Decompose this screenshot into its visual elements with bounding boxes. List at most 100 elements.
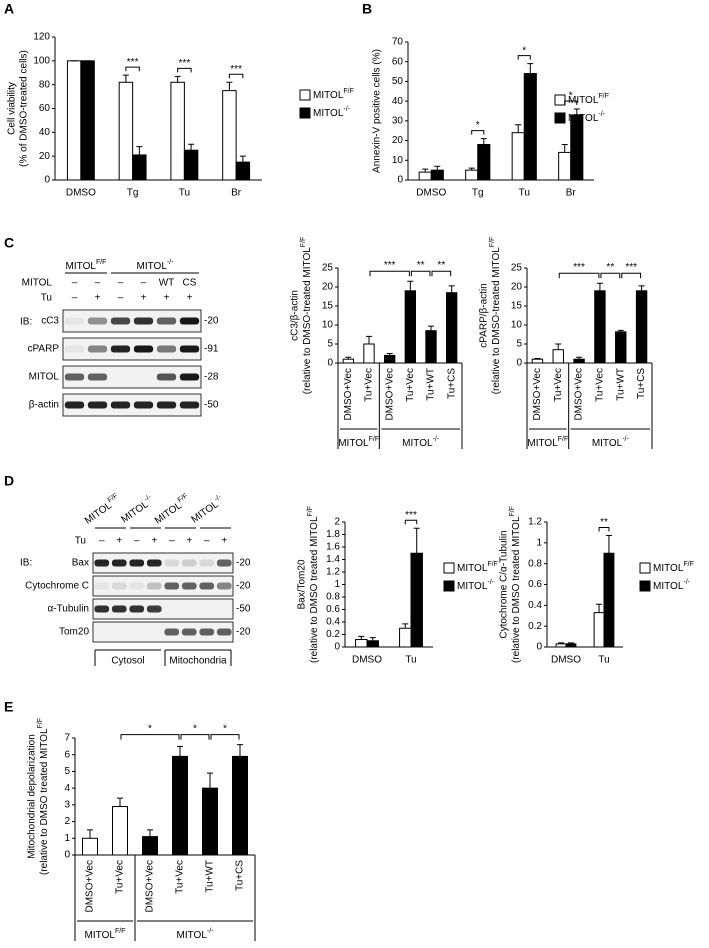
error-bar xyxy=(226,81,233,91)
y-axis-label: Annexin-V positive cells (%) xyxy=(372,49,383,173)
label-sup: F/F xyxy=(307,506,314,517)
row-label: cC3 xyxy=(41,316,59,327)
band xyxy=(181,582,197,590)
significance-label: ** xyxy=(437,260,445,271)
error-bar xyxy=(638,285,645,291)
y-tick-label: 40 xyxy=(392,96,404,107)
condition-label: MITOL xyxy=(22,278,53,289)
blot-group-label: MITOL-/- xyxy=(189,494,227,526)
band xyxy=(164,559,180,567)
x-tick-label: DMSO xyxy=(551,655,581,666)
label-sup: -/- xyxy=(433,436,440,443)
y-axis-label: Bax/Tom20 xyxy=(297,559,308,609)
label-sup: -/- xyxy=(487,579,494,586)
legend-swatch xyxy=(639,562,651,574)
significance-bracket xyxy=(404,519,418,525)
label-text: MITOL xyxy=(338,438,369,449)
y-tick-label: 80 xyxy=(39,79,51,90)
blot-group-label: MITOLF/F xyxy=(82,493,123,527)
y-tick-label: 1.2 xyxy=(528,517,542,528)
error-bar xyxy=(117,797,123,807)
error-bar xyxy=(558,642,565,644)
y-tick-label: 10 xyxy=(392,155,404,166)
significance-bracket xyxy=(120,734,180,740)
blot-group-label: MITOL-/- xyxy=(137,259,175,271)
label-text: MITOL xyxy=(457,563,488,574)
significance-bracket xyxy=(125,66,140,72)
y-tick-label: 0.8 xyxy=(528,558,542,569)
legend-swatch xyxy=(554,94,566,106)
significance-label: * xyxy=(193,723,197,734)
bar xyxy=(342,358,354,364)
label-sup: F/F xyxy=(683,561,694,568)
bar xyxy=(404,290,416,364)
significance-bracket xyxy=(600,272,621,279)
marker-label: -20 xyxy=(236,627,251,638)
x-tick-label: Br xyxy=(231,188,242,199)
y-tick-label: 1.6 xyxy=(326,542,340,553)
error-bar xyxy=(122,74,129,83)
band xyxy=(199,582,215,590)
condition-value: – xyxy=(72,278,78,289)
band xyxy=(181,559,197,567)
band xyxy=(129,605,145,613)
condition-value: + xyxy=(141,293,147,304)
significance-bracket xyxy=(228,73,244,79)
error-bar xyxy=(407,280,414,291)
x-tick-label: Tg xyxy=(127,188,139,199)
significance-bracket xyxy=(621,272,642,279)
bar xyxy=(570,114,584,181)
bar xyxy=(355,639,368,648)
marker-label: -28 xyxy=(204,372,219,383)
significance-label: ** xyxy=(606,262,614,273)
label-sup: F/F xyxy=(509,506,516,517)
error-bar xyxy=(428,325,434,331)
blot-strip xyxy=(92,575,234,597)
row-label: Bax xyxy=(72,558,89,569)
band xyxy=(216,628,232,636)
condition-label: Tu xyxy=(75,536,86,547)
bar xyxy=(594,290,606,364)
error-bar xyxy=(188,143,195,151)
band xyxy=(87,345,108,353)
y-tick-label: 5 xyxy=(64,766,70,777)
y-tick-label: 7 xyxy=(64,733,70,744)
y-axis-label: cPARP/β-actin xyxy=(479,283,490,347)
bar xyxy=(477,144,491,181)
error-bar xyxy=(555,343,562,350)
bar xyxy=(384,354,396,364)
panel-letter: E xyxy=(4,699,13,715)
y-tick-label: 0.4 xyxy=(326,617,340,628)
error-bar xyxy=(147,829,153,837)
legend-swatch xyxy=(443,580,455,592)
band xyxy=(156,401,177,409)
error-bar xyxy=(174,75,181,83)
band xyxy=(179,317,200,325)
band xyxy=(94,582,110,590)
band xyxy=(216,582,232,590)
blot-strip xyxy=(62,393,202,417)
condition-value: – xyxy=(95,278,101,289)
y-tick-label: 20 xyxy=(322,282,334,293)
x-tick-label: DMSO xyxy=(416,188,446,199)
y-axis-label: Mitochondrial depolarization xyxy=(27,734,38,859)
y-tick-label: 15 xyxy=(322,301,334,312)
label-text: MITOL xyxy=(568,95,599,106)
label-sup: F/F xyxy=(598,93,609,100)
x-tick-label: Tu+WT xyxy=(205,860,216,893)
y-tick-label: 3 xyxy=(64,799,70,810)
y-tick-label: 10 xyxy=(322,320,334,331)
condition-value: WT xyxy=(159,278,175,289)
error-bar xyxy=(207,772,213,789)
y-tick-label: 20 xyxy=(392,135,404,146)
bar xyxy=(172,755,188,856)
significance-bracket xyxy=(410,270,431,277)
band xyxy=(156,345,177,353)
y-axis-label: (relative to DMSO-treated MITOLF/F xyxy=(300,237,312,395)
band xyxy=(111,582,127,590)
label-sup: F/F xyxy=(369,436,380,443)
band xyxy=(64,401,85,409)
significance-label: * xyxy=(522,45,526,56)
marker-label: -20 xyxy=(204,316,219,327)
bar xyxy=(552,349,564,364)
